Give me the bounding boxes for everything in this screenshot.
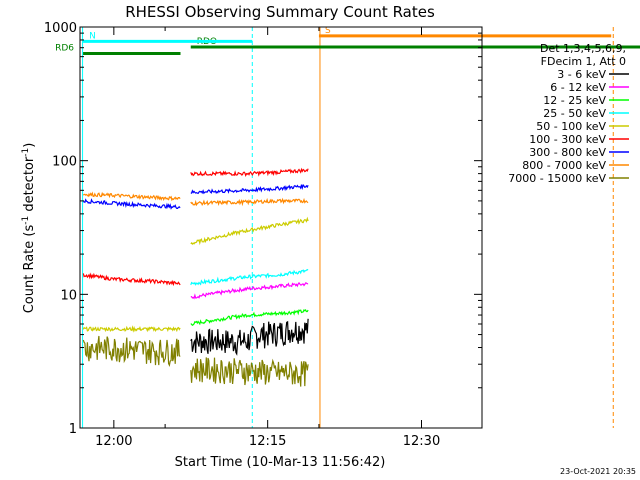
- y-tick-label-1: 10: [60, 288, 77, 303]
- x-tick-label-4: 12:30: [403, 434, 440, 449]
- legend-entry-5: 100 - 300 keV: [529, 133, 606, 146]
- series-line-8: [82, 335, 309, 387]
- legend-entry-1: 6 - 12 keV: [550, 81, 606, 94]
- series-line-5: [82, 167, 309, 287]
- series-line-6: [83, 183, 309, 210]
- legend-entry-2: 12 - 25 keV: [543, 94, 606, 107]
- x-axis-label: Start Time (10-Mar-13 11:56:42): [175, 455, 386, 470]
- legend-header-1: FDecim 1, Att 0: [541, 55, 626, 68]
- series-line-2: [190, 309, 309, 326]
- chart-title: RHESSI Observing Summary Count Rates: [125, 3, 435, 21]
- legend-entry-4: 50 - 100 keV: [536, 120, 606, 133]
- footer-date: 23-Oct-2021 20:35: [560, 467, 636, 476]
- y-axis-label: Count Rate (s-1 detector-1): [21, 143, 37, 314]
- y-tick-label-2: 100: [52, 155, 77, 170]
- series-line-7: [82, 191, 309, 207]
- y-tick-label-0: 1: [69, 422, 77, 437]
- series-line-0: [190, 318, 309, 356]
- flag-label-2: N: [89, 31, 96, 41]
- legend-entry-8: 7000 - 15000 keV: [508, 172, 606, 185]
- legend-header-0: Det 1,3,4,5,6,9,: [540, 42, 626, 55]
- legend-entry-3: 25 - 50 keV: [543, 107, 606, 120]
- legend-entry-0: 3 - 6 keV: [557, 68, 606, 81]
- series-line-1: [190, 281, 309, 300]
- legend: Det 1,3,4,5,6,9,FDecim 1, Att 03 - 6 keV…: [508, 42, 629, 185]
- series-line-4: [82, 216, 309, 333]
- axes-frame: [79, 26, 483, 429]
- flag-label-0: RD6: [55, 43, 74, 53]
- series-line-3: [190, 268, 309, 286]
- flag-label-3: S: [325, 26, 331, 36]
- x-tick-label-0: 12:00: [95, 434, 132, 449]
- legend-entry-6: 300 - 800 keV: [529, 146, 606, 159]
- y-tick-label-3: 1000: [44, 21, 77, 36]
- x-tick-label-2: 12:15: [249, 434, 286, 449]
- legend-entry-7: 800 - 7000 keV: [522, 159, 606, 172]
